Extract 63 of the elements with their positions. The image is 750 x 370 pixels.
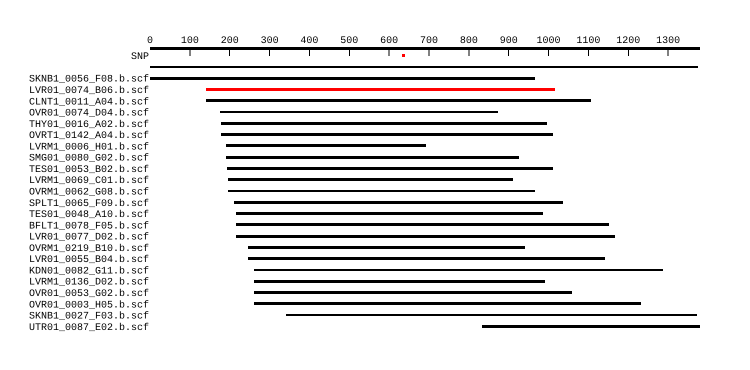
y-tick-label: KDN01_0082_G11.b.scf: [28, 265, 149, 278]
y-tick-label: OVRT1_0142_A04.b.scf: [28, 130, 149, 142]
bar: [228, 190, 535, 192]
bar: [236, 212, 543, 215]
bar: [254, 302, 641, 305]
bar: [226, 156, 519, 159]
bar: [221, 133, 553, 136]
y-tick-label: OVR01_0053_G02.b.scf: [28, 288, 149, 300]
bar: [221, 122, 547, 125]
y-tick-label: OVR01_0003_H05.b.scf: [28, 299, 149, 312]
x-tick-label: 300: [260, 36, 279, 47]
x-tick-label: 200: [220, 36, 239, 47]
x-tick-label: 400: [300, 36, 318, 47]
y-tick-label: LVR01_0074_B06.b.scf: [28, 84, 149, 97]
y-tick-label: UTR01_0087_E02.b.scf: [28, 322, 149, 334]
y-tick-label: LVR01_0077_D02.b.scf: [28, 232, 149, 244]
bar: [236, 235, 615, 238]
x-tick-label: 0: [146, 36, 154, 47]
bar: [248, 246, 525, 249]
bar: [248, 257, 605, 260]
x-tick-label: 700: [420, 36, 438, 47]
bar: [254, 291, 572, 294]
x-tick-label: 500: [340, 36, 358, 47]
bar: [254, 280, 545, 283]
bar: [150, 77, 535, 80]
bar: [286, 314, 697, 316]
bar: [227, 167, 553, 170]
y-tick-label: TES01_0053_B02.b.scf: [28, 164, 149, 176]
x-tick-label: 800: [460, 36, 478, 47]
bar: [234, 201, 563, 204]
y-tick-label: THY01_0016_A02.b.scf: [28, 118, 149, 131]
x-tick-label: 1000: [536, 36, 561, 47]
x-tick-label: 600: [380, 36, 398, 47]
y-tick-label: SNP: [130, 52, 149, 64]
y-tick-label: SKNB1_0027_F03.b.scf: [28, 310, 149, 323]
y-tick-label: OVRM1_0219_B10.b.scf: [28, 242, 149, 255]
bar: [220, 111, 498, 113]
y-tick-label: TES01_0048_A10.b.scf: [28, 209, 149, 222]
y-tick-label: SPLT1_0065_F09.b.scf: [28, 198, 149, 210]
y-tick-label: LVRM1_0136_D02.b.scf: [28, 276, 149, 289]
bar: [228, 178, 513, 181]
bar: [226, 144, 426, 147]
bar: [150, 66, 698, 68]
y-tick-label: LVRM1_0069_C01.b.scf: [28, 175, 149, 188]
bar: [482, 325, 700, 328]
x-tick-label: 1200: [616, 36, 640, 47]
y-tick-label: SMG01_0080_G02.b.scf: [28, 152, 149, 165]
y-tick-label: OVRM1_0062_G08.b.scf: [28, 186, 149, 198]
y-tick-label: LVRM1_0006_H01.b.scf: [28, 141, 149, 154]
x-tick-label: 100: [180, 36, 199, 47]
bar: [206, 88, 555, 91]
bar: [254, 269, 663, 271]
bar: [236, 223, 609, 226]
y-tick-label: SKNB1_0056_F08.b.scf: [28, 74, 149, 86]
x-tick-label: 1300: [656, 36, 680, 47]
y-tick-label: LVR01_0055_B04.b.scf: [28, 254, 149, 266]
x-tick-label: 900: [500, 36, 518, 47]
y-tick-label: OVR01_0074_D04.b.scf: [28, 108, 149, 120]
x-tick-label: 1100: [576, 36, 600, 47]
y-tick-label: CLNT1_0011_A04.b.scf: [28, 96, 149, 108]
bar: [402, 54, 405, 57]
y-tick-label: BFLT1_0078_F05.b.scf: [28, 220, 149, 232]
bar: [206, 99, 591, 102]
